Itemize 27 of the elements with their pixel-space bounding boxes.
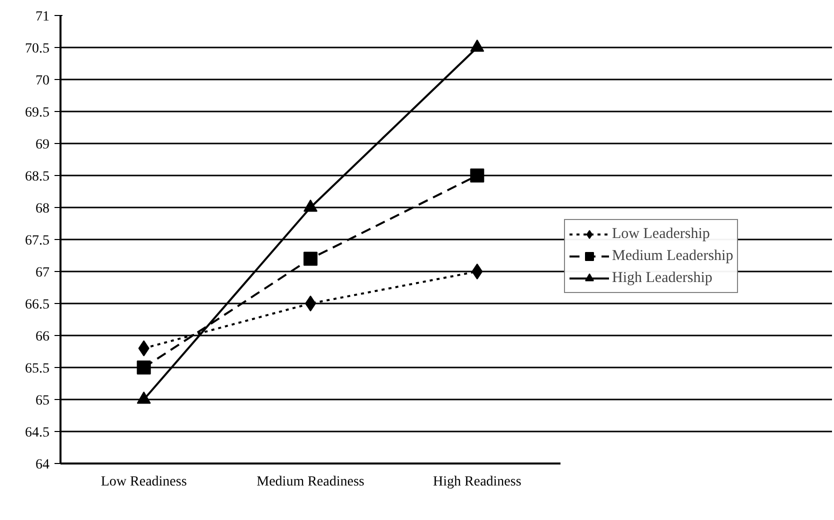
legend-label: High Leadership [612,270,712,286]
y-tick-label: 68 [36,202,50,216]
y-tick-label: 64 [36,458,50,472]
y-tick-label: 66.5 [25,298,50,312]
x-tick-label: High Readiness [433,474,522,490]
y-tick-label: 67 [36,266,50,280]
point [136,360,151,374]
y-tick-label: 68.5 [25,170,50,184]
point [470,39,484,52]
x-tick-label: Medium Readiness [256,474,364,490]
point [304,252,318,266]
x-tick-label: Low Readiness [100,474,187,490]
point [304,199,318,212]
y-tick-label: 69 [36,138,50,152]
y-tick-label: 65.5 [25,362,50,376]
y-tick-label: 69.5 [25,106,50,120]
y-tick-label: 66 [36,330,50,344]
point [470,168,484,182]
legend-label: Medium Leadership [612,248,734,264]
y-tick-label: 70.5 [25,42,50,56]
y-tick-label: 64.5 [25,426,50,440]
y-tick-label: 65 [36,394,50,408]
y-tick-label: 67.5 [25,234,50,248]
point [472,264,483,280]
y-tick-label: 71 [36,10,50,24]
legend-label: Low Leadership [612,226,710,242]
y-tick-label: 70 [36,74,50,88]
